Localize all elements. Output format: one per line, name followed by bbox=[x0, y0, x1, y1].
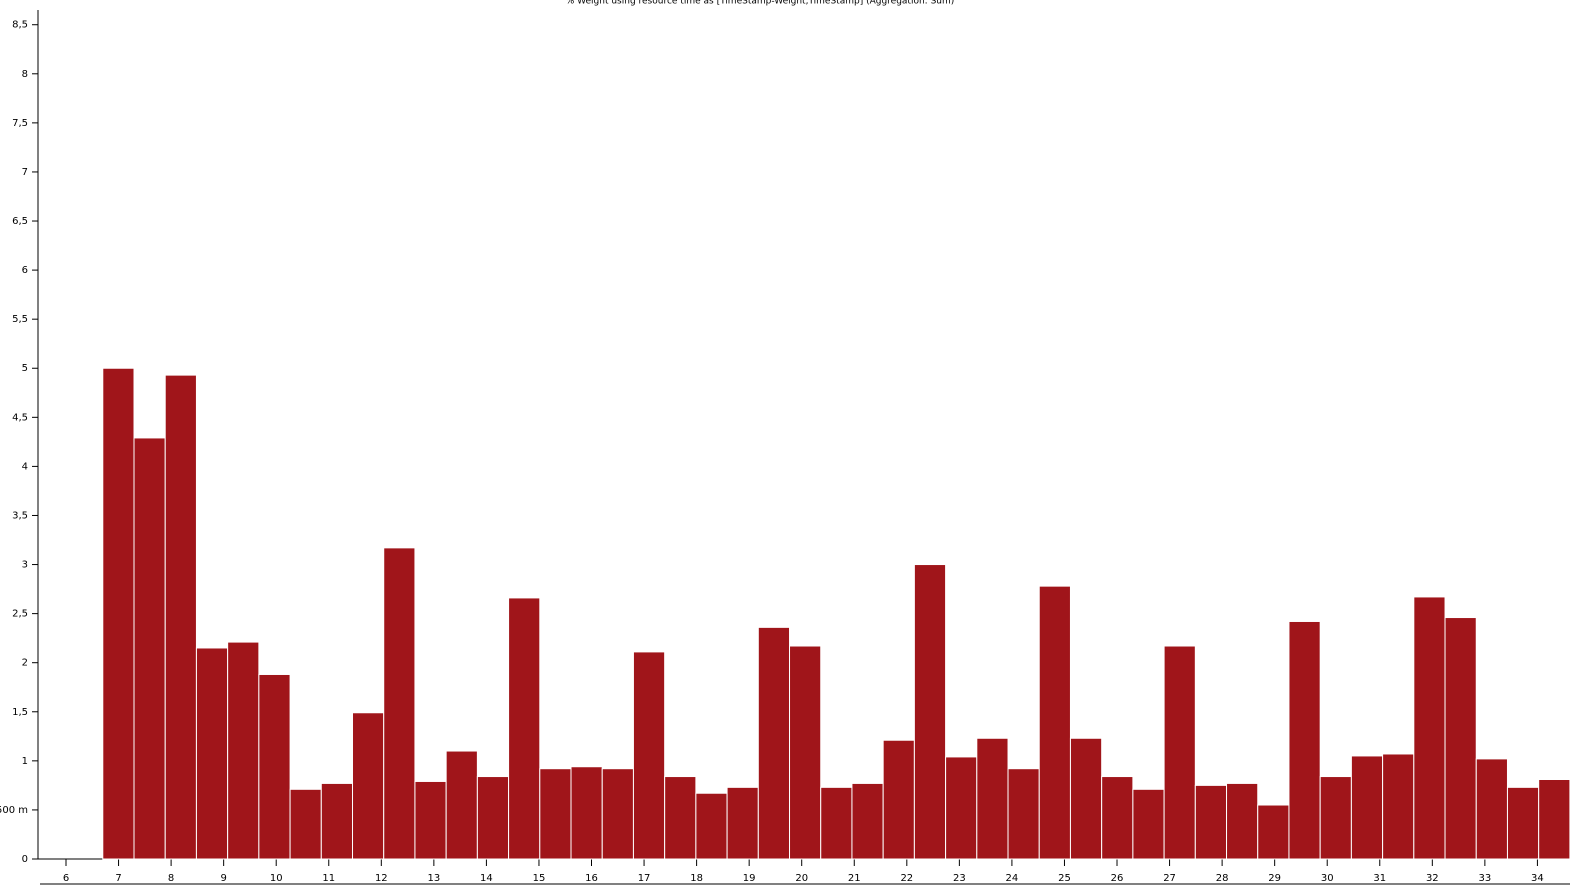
y-tick-label: 5,5 bbox=[12, 314, 28, 325]
y-tick-label: 0 bbox=[22, 854, 28, 865]
bar bbox=[1538, 778, 1571, 860]
y-tick-label: 3,5 bbox=[12, 510, 28, 521]
bar bbox=[1350, 755, 1384, 860]
x-tick-label: 32 bbox=[1426, 873, 1439, 884]
y-tick-label: 4 bbox=[22, 461, 28, 472]
bar bbox=[476, 776, 510, 860]
bar bbox=[1226, 782, 1259, 860]
bar bbox=[133, 437, 166, 860]
x-tick-label: 10 bbox=[270, 873, 283, 884]
x-tick-label: 8 bbox=[168, 873, 174, 884]
bar bbox=[102, 367, 135, 860]
bar bbox=[913, 564, 947, 860]
x-tick-label: 16 bbox=[585, 873, 598, 884]
x-tick-label: 11 bbox=[322, 873, 335, 884]
x-tick-label: 17 bbox=[638, 873, 651, 884]
y-tick-label: 7 bbox=[22, 167, 28, 178]
y-tick-label: 2 bbox=[22, 658, 28, 669]
bar bbox=[601, 768, 634, 860]
x-tick-label: 25 bbox=[1058, 873, 1071, 884]
bar bbox=[976, 737, 1009, 860]
bar bbox=[289, 788, 322, 860]
x-tick-label: 13 bbox=[427, 873, 440, 884]
bar bbox=[1101, 776, 1134, 860]
bar bbox=[1288, 620, 1321, 860]
x-tick-label: 12 bbox=[375, 873, 388, 884]
bar bbox=[1007, 768, 1040, 860]
x-tick-label: 31 bbox=[1373, 873, 1386, 884]
bar bbox=[445, 750, 478, 860]
bar bbox=[1444, 617, 1477, 860]
bar bbox=[570, 766, 603, 860]
x-tick-label: 27 bbox=[1163, 873, 1176, 884]
bar bbox=[1319, 776, 1352, 860]
y-tick-label: 8,5 bbox=[12, 20, 28, 31]
bar bbox=[1257, 804, 1290, 860]
x-tick-label: 18 bbox=[690, 873, 703, 884]
x-tick-label: 29 bbox=[1268, 873, 1281, 884]
bar bbox=[352, 712, 385, 860]
chart-title: % Weight using resource time as [TimeSta… bbox=[566, 0, 955, 7]
x-tick-label: 33 bbox=[1479, 873, 1492, 884]
bar bbox=[320, 782, 354, 860]
bar bbox=[1194, 784, 1228, 860]
bar bbox=[945, 756, 978, 860]
bar bbox=[632, 651, 666, 860]
x-tick-label: 23 bbox=[953, 873, 966, 884]
bar bbox=[195, 647, 229, 860]
bar bbox=[539, 768, 572, 860]
bar bbox=[1069, 737, 1103, 860]
bar bbox=[227, 641, 260, 860]
bar bbox=[789, 645, 822, 860]
y-tick-label: 1,5 bbox=[12, 707, 28, 718]
x-tick-label: 20 bbox=[795, 873, 808, 884]
bar bbox=[258, 673, 291, 860]
bar bbox=[664, 776, 697, 860]
bar bbox=[695, 792, 728, 860]
y-tick-label: 5 bbox=[22, 363, 28, 374]
x-tick-label: 22 bbox=[900, 873, 913, 884]
x-tick-label: 6 bbox=[63, 873, 69, 884]
y-tick-label: 2,5 bbox=[12, 609, 28, 620]
x-tick-label: 24 bbox=[1006, 873, 1019, 884]
bar bbox=[1038, 585, 1071, 860]
y-tick-label: 500 m bbox=[0, 805, 28, 816]
bar bbox=[1382, 753, 1415, 860]
x-tick-label: 34 bbox=[1531, 873, 1544, 884]
y-tick-label: 6 bbox=[22, 265, 28, 276]
bar bbox=[164, 374, 197, 860]
bar bbox=[508, 597, 541, 860]
bar bbox=[1132, 788, 1165, 860]
x-tick-label: 14 bbox=[480, 873, 493, 884]
bar bbox=[383, 547, 416, 860]
x-tick-label: 7 bbox=[115, 873, 121, 884]
y-tick-label: 8 bbox=[22, 69, 28, 80]
y-tick-label: 1 bbox=[22, 756, 28, 767]
bar bbox=[882, 739, 915, 860]
y-tick-label: 6,5 bbox=[12, 216, 28, 227]
x-tick-label: 28 bbox=[1216, 873, 1229, 884]
y-tick-label: 4,5 bbox=[12, 412, 28, 423]
x-tick-label: 9 bbox=[220, 873, 226, 884]
bar bbox=[757, 626, 791, 860]
bar bbox=[1163, 645, 1196, 860]
bar bbox=[851, 782, 884, 860]
x-tick-label: 26 bbox=[1111, 873, 1124, 884]
bar bbox=[1475, 758, 1508, 860]
x-tick-label: 30 bbox=[1321, 873, 1334, 884]
bar bbox=[414, 780, 447, 860]
bar bbox=[726, 786, 759, 860]
x-tick-label: 15 bbox=[533, 873, 546, 884]
y-tick-label: 7,5 bbox=[12, 118, 28, 129]
bar bbox=[820, 786, 853, 860]
bar bbox=[1413, 596, 1446, 860]
x-tick-label: 19 bbox=[743, 873, 756, 884]
x-tick-label: 21 bbox=[848, 873, 861, 884]
y-tick-label: 3 bbox=[22, 560, 28, 571]
bar bbox=[1506, 786, 1540, 860]
